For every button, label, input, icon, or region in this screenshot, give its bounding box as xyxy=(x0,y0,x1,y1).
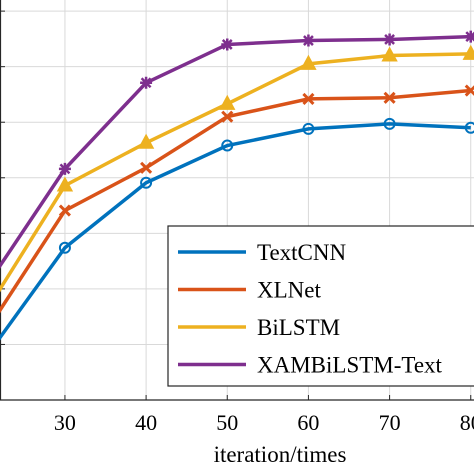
marker xyxy=(58,162,71,175)
marker xyxy=(58,241,71,254)
legend-label: XLNet xyxy=(257,278,321,303)
marker xyxy=(140,176,153,189)
legend-label: XAMBiLSTM-Text xyxy=(257,353,443,378)
marker xyxy=(56,176,74,192)
marker xyxy=(464,121,474,134)
legend: TextCNN XLNet BiLSTM XAMBiLSTM-Text xyxy=(167,225,474,387)
marker xyxy=(462,44,474,60)
marker xyxy=(302,92,315,105)
marker xyxy=(58,204,71,217)
marker xyxy=(383,33,396,46)
marker xyxy=(137,133,155,149)
x-tick-label: 60 xyxy=(297,410,319,435)
marker xyxy=(464,30,474,43)
x-tick-label: 30 xyxy=(54,410,76,435)
marker xyxy=(140,161,153,174)
marker xyxy=(219,94,236,110)
marker xyxy=(221,110,234,123)
marker xyxy=(383,91,396,104)
x-tick-label: 80 xyxy=(460,410,474,435)
x-tick-label: 70 xyxy=(379,410,401,435)
x-tick-label: 50 xyxy=(216,410,238,435)
x-axis-label: iteration/times xyxy=(214,442,347,467)
marker xyxy=(140,76,153,89)
x-tick-label: 40 xyxy=(135,410,157,435)
marker xyxy=(381,46,398,62)
series-line xyxy=(0,122,471,341)
legend-label: BiLSTM xyxy=(257,315,340,340)
marker xyxy=(221,139,234,152)
marker xyxy=(383,117,396,130)
marker xyxy=(300,54,317,70)
legend-label: TextCNN xyxy=(257,240,346,265)
marker xyxy=(221,38,234,51)
marker xyxy=(302,34,315,47)
marker xyxy=(464,84,474,97)
marker xyxy=(302,122,315,135)
